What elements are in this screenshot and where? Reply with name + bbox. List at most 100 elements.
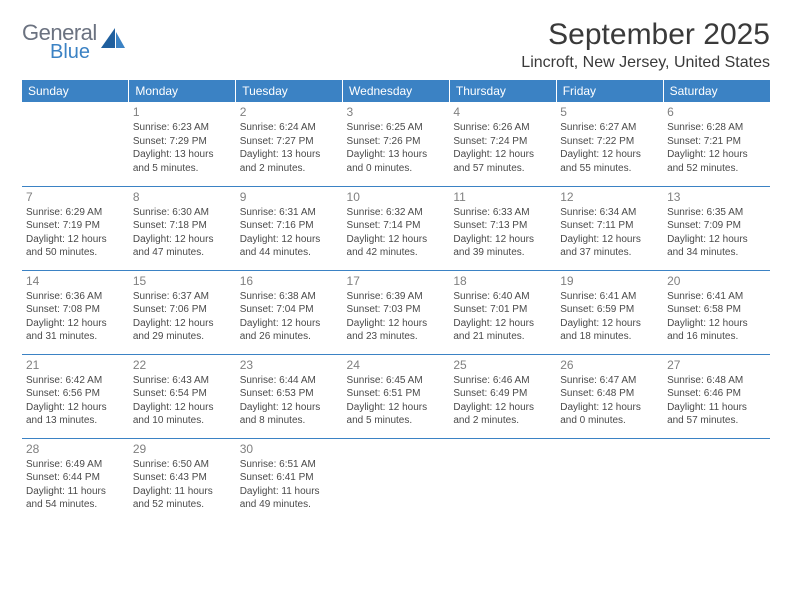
sunset-text: Sunset: 7:11 PM <box>560 219 659 233</box>
day-header: Friday <box>556 80 663 102</box>
day-header: Thursday <box>449 80 556 102</box>
day-number: 30 <box>240 441 339 457</box>
daylight-text: Daylight: 12 hours and 16 minutes. <box>667 317 766 344</box>
sunset-text: Sunset: 6:58 PM <box>667 303 766 317</box>
calendar-week-row: 7Sunrise: 6:29 AMSunset: 7:19 PMDaylight… <box>22 186 770 270</box>
sunset-text: Sunset: 6:46 PM <box>667 387 766 401</box>
day-number: 12 <box>560 189 659 205</box>
calendar-day-cell: 18Sunrise: 6:40 AMSunset: 7:01 PMDayligh… <box>449 270 556 354</box>
sunset-text: Sunset: 6:44 PM <box>26 471 125 485</box>
daylight-text: Daylight: 12 hours and 23 minutes. <box>347 317 446 344</box>
daylight-text: Daylight: 12 hours and 37 minutes. <box>560 233 659 260</box>
location-subtitle: Lincroft, New Jersey, United States <box>521 54 770 72</box>
day-number: 20 <box>667 273 766 289</box>
daylight-text: Daylight: 13 hours and 5 minutes. <box>133 148 232 175</box>
day-header: Wednesday <box>343 80 450 102</box>
day-number: 29 <box>133 441 232 457</box>
sunrise-text: Sunrise: 6:51 AM <box>240 458 339 472</box>
calendar-day-cell <box>22 102 129 186</box>
daylight-text: Daylight: 12 hours and 26 minutes. <box>240 317 339 344</box>
calendar-day-cell <box>663 438 770 522</box>
day-header: Tuesday <box>236 80 343 102</box>
brand-line2: Blue <box>50 42 97 62</box>
calendar-day-cell: 5Sunrise: 6:27 AMSunset: 7:22 PMDaylight… <box>556 102 663 186</box>
day-number: 16 <box>240 273 339 289</box>
sunrise-text: Sunrise: 6:49 AM <box>26 458 125 472</box>
day-number: 9 <box>240 189 339 205</box>
calendar-day-cell: 14Sunrise: 6:36 AMSunset: 7:08 PMDayligh… <box>22 270 129 354</box>
day-number: 24 <box>347 357 446 373</box>
day-number: 15 <box>133 273 232 289</box>
sunset-text: Sunset: 7:14 PM <box>347 219 446 233</box>
calendar-day-cell: 29Sunrise: 6:50 AMSunset: 6:43 PMDayligh… <box>129 438 236 522</box>
daylight-text: Daylight: 12 hours and 21 minutes. <box>453 317 552 344</box>
daylight-text: Daylight: 12 hours and 8 minutes. <box>240 401 339 428</box>
daylight-text: Daylight: 12 hours and 50 minutes. <box>26 233 125 260</box>
daylight-text: Daylight: 12 hours and 42 minutes. <box>347 233 446 260</box>
calendar-week-row: 1Sunrise: 6:23 AMSunset: 7:29 PMDaylight… <box>22 102 770 186</box>
calendar-body: 1Sunrise: 6:23 AMSunset: 7:29 PMDaylight… <box>22 102 770 522</box>
calendar-day-cell: 16Sunrise: 6:38 AMSunset: 7:04 PMDayligh… <box>236 270 343 354</box>
daylight-text: Daylight: 12 hours and 18 minutes. <box>560 317 659 344</box>
daylight-text: Daylight: 11 hours and 54 minutes. <box>26 485 125 512</box>
daylight-text: Daylight: 12 hours and 5 minutes. <box>347 401 446 428</box>
sunset-text: Sunset: 7:29 PM <box>133 135 232 149</box>
calendar-day-cell: 19Sunrise: 6:41 AMSunset: 6:59 PMDayligh… <box>556 270 663 354</box>
sunrise-text: Sunrise: 6:39 AM <box>347 290 446 304</box>
sunset-text: Sunset: 7:01 PM <box>453 303 552 317</box>
sunset-text: Sunset: 6:51 PM <box>347 387 446 401</box>
sunset-text: Sunset: 7:22 PM <box>560 135 659 149</box>
calendar-day-cell: 23Sunrise: 6:44 AMSunset: 6:53 PMDayligh… <box>236 354 343 438</box>
sunset-text: Sunset: 6:49 PM <box>453 387 552 401</box>
calendar-day-cell: 21Sunrise: 6:42 AMSunset: 6:56 PMDayligh… <box>22 354 129 438</box>
day-number: 11 <box>453 189 552 205</box>
sunset-text: Sunset: 7:04 PM <box>240 303 339 317</box>
sunset-text: Sunset: 6:56 PM <box>26 387 125 401</box>
sunrise-text: Sunrise: 6:40 AM <box>453 290 552 304</box>
calendar-day-cell: 22Sunrise: 6:43 AMSunset: 6:54 PMDayligh… <box>129 354 236 438</box>
day-number: 17 <box>347 273 446 289</box>
sunrise-text: Sunrise: 6:31 AM <box>240 206 339 220</box>
sunrise-text: Sunrise: 6:32 AM <box>347 206 446 220</box>
month-title: September 2025 <box>521 18 770 52</box>
daylight-text: Daylight: 12 hours and 39 minutes. <box>453 233 552 260</box>
day-number: 21 <box>26 357 125 373</box>
sunrise-text: Sunrise: 6:50 AM <box>133 458 232 472</box>
daylight-text: Daylight: 12 hours and 47 minutes. <box>133 233 232 260</box>
daylight-text: Daylight: 11 hours and 49 minutes. <box>240 485 339 512</box>
sunset-text: Sunset: 7:27 PM <box>240 135 339 149</box>
daylight-text: Daylight: 12 hours and 57 minutes. <box>453 148 552 175</box>
calendar-week-row: 21Sunrise: 6:42 AMSunset: 6:56 PMDayligh… <box>22 354 770 438</box>
day-number: 10 <box>347 189 446 205</box>
calendar-day-cell: 3Sunrise: 6:25 AMSunset: 7:26 PMDaylight… <box>343 102 450 186</box>
day-number: 4 <box>453 104 552 120</box>
daylight-text: Daylight: 12 hours and 52 minutes. <box>667 148 766 175</box>
sunrise-text: Sunrise: 6:36 AM <box>26 290 125 304</box>
calendar-day-cell: 11Sunrise: 6:33 AMSunset: 7:13 PMDayligh… <box>449 186 556 270</box>
daylight-text: Daylight: 12 hours and 44 minutes. <box>240 233 339 260</box>
calendar-day-cell: 8Sunrise: 6:30 AMSunset: 7:18 PMDaylight… <box>129 186 236 270</box>
calendar-day-cell: 30Sunrise: 6:51 AMSunset: 6:41 PMDayligh… <box>236 438 343 522</box>
calendar-day-cell: 13Sunrise: 6:35 AMSunset: 7:09 PMDayligh… <box>663 186 770 270</box>
title-block: September 2025 Lincroft, New Jersey, Uni… <box>521 18 770 72</box>
day-number: 26 <box>560 357 659 373</box>
day-number: 8 <box>133 189 232 205</box>
calendar-day-cell: 20Sunrise: 6:41 AMSunset: 6:58 PMDayligh… <box>663 270 770 354</box>
sunrise-text: Sunrise: 6:41 AM <box>560 290 659 304</box>
sunrise-text: Sunrise: 6:43 AM <box>133 374 232 388</box>
sunset-text: Sunset: 7:13 PM <box>453 219 552 233</box>
day-number: 28 <box>26 441 125 457</box>
day-number: 23 <box>240 357 339 373</box>
daylight-text: Daylight: 12 hours and 13 minutes. <box>26 401 125 428</box>
sunrise-text: Sunrise: 6:30 AM <box>133 206 232 220</box>
calendar-day-cell: 9Sunrise: 6:31 AMSunset: 7:16 PMDaylight… <box>236 186 343 270</box>
day-number: 19 <box>560 273 659 289</box>
sunset-text: Sunset: 6:54 PM <box>133 387 232 401</box>
day-number: 22 <box>133 357 232 373</box>
day-number: 6 <box>667 104 766 120</box>
sunset-text: Sunset: 7:21 PM <box>667 135 766 149</box>
calendar-day-cell: 10Sunrise: 6:32 AMSunset: 7:14 PMDayligh… <box>343 186 450 270</box>
daylight-text: Daylight: 12 hours and 10 minutes. <box>133 401 232 428</box>
daylight-text: Daylight: 13 hours and 0 minutes. <box>347 148 446 175</box>
daylight-text: Daylight: 12 hours and 34 minutes. <box>667 233 766 260</box>
